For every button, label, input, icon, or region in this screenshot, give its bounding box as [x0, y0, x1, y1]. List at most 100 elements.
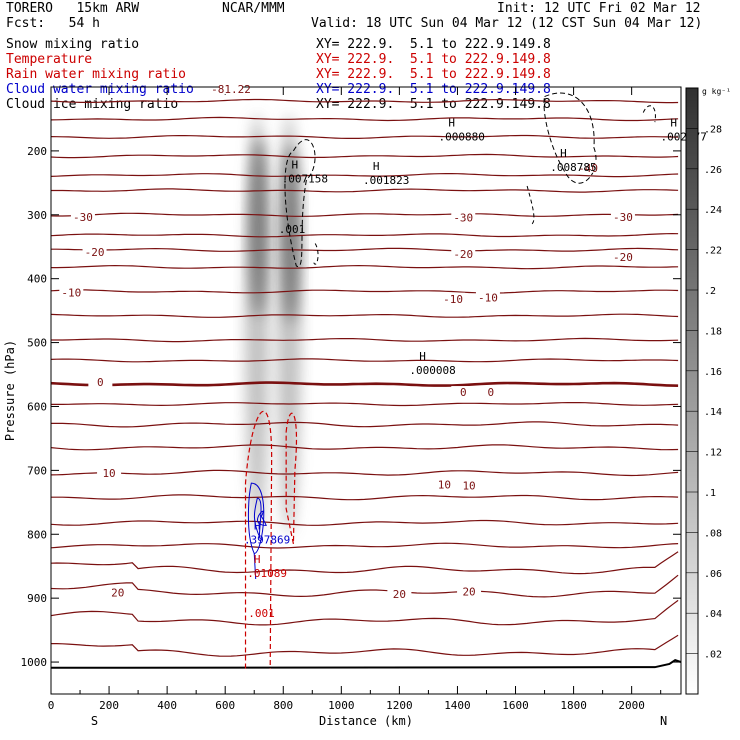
- isotherm: [51, 337, 679, 343]
- field-name: Snow mixing ratio: [6, 37, 140, 52]
- x-tick-label: 800: [273, 699, 293, 712]
- cloud-water-contour: [253, 497, 262, 539]
- isotherm-label-bg: [432, 478, 457, 490]
- maximum-value: .001823: [363, 174, 409, 187]
- colorbar-tick-label: .06: [704, 569, 722, 580]
- maximum-value: .397869: [244, 534, 290, 547]
- x-tick-label: 1000: [328, 699, 355, 712]
- x-tick-label: 1400: [444, 699, 471, 712]
- field-xy: XY= 222.9. 5.1 to 222.9.149.8: [316, 67, 551, 82]
- x-axis-label: Distance (km): [319, 714, 413, 728]
- isotherm-label: 10: [102, 467, 115, 480]
- isotherm-label-bg: [387, 587, 412, 599]
- y-tick-label: 700: [27, 464, 47, 477]
- isotherm-label: -20: [613, 251, 633, 264]
- isotherm: [51, 421, 679, 428]
- isotherm-label-bg: [451, 248, 476, 260]
- isotherm-label: -20: [85, 246, 105, 259]
- colorbar-tick-label: .18: [704, 326, 722, 337]
- isotherm-label-bg: [478, 386, 503, 398]
- isotherm: [51, 519, 679, 526]
- plot-frame: [50, 86, 682, 695]
- isotherm-label: -30: [453, 212, 473, 225]
- isotherm-label-bg: [88, 375, 113, 387]
- maximum-value: .000880: [438, 131, 484, 144]
- isotherm-label: 10: [462, 479, 475, 492]
- header-valid: Valid: 18 UTC Sun 04 Mar 12 (12 CST Sun …: [311, 16, 703, 31]
- maximum-marker: H: [560, 147, 567, 160]
- snow-shading: [249, 137, 268, 318]
- isotherm-label-bg: [97, 467, 122, 479]
- maximum-value: .01089: [247, 567, 287, 580]
- isotherm: [51, 542, 679, 549]
- contour-value-label: .001: [248, 607, 275, 620]
- isotherm: [51, 574, 679, 598]
- isotherm: [51, 313, 679, 318]
- rain-water-contour: [285, 412, 298, 544]
- isotherm-label: -40: [578, 162, 598, 175]
- isotherm-label: 20: [462, 585, 475, 598]
- isotherm: [51, 173, 679, 178]
- y-tick-label: 1000: [21, 656, 48, 669]
- field-xy: XY= 222.9. 5.1 to 222.9.149.8: [316, 52, 551, 67]
- isotherm-label-bg: [219, 83, 243, 95]
- isotherm-label-bg: [576, 161, 601, 173]
- isotherm-label: -10: [61, 286, 81, 299]
- cloud-ice-contour: [543, 92, 597, 184]
- maximum-marker: H: [254, 520, 261, 533]
- x-tick-label: 1200: [386, 699, 413, 712]
- y-tick-label: 400: [27, 273, 47, 286]
- maximum-marker: H: [448, 117, 455, 130]
- maximum-marker: H: [292, 159, 299, 172]
- y-tick-label: 600: [27, 400, 47, 413]
- isotherm: [51, 494, 679, 501]
- isotherm-label: 20: [111, 587, 124, 600]
- isotherm: [51, 358, 679, 363]
- maximum-value: .008785: [550, 161, 596, 174]
- maximum-value: .000008: [409, 364, 455, 377]
- isotherm: [51, 551, 679, 575]
- colorbar-tick-label: .22: [704, 246, 722, 257]
- header-init: Init: 12 UTC Fri 02 Mar 12: [497, 1, 701, 16]
- isotherm-label: -10: [478, 291, 498, 304]
- endpoint-north: N: [660, 714, 667, 728]
- colorbar-tick-label: .28: [704, 124, 722, 135]
- isotherm-label: -30: [73, 211, 93, 224]
- cloud-ice-contour: [526, 185, 535, 225]
- isotherm-label: 0: [488, 386, 495, 399]
- field-name: Rain water mixing ratio: [6, 67, 187, 82]
- isotherm: [51, 381, 679, 387]
- isotherm: [51, 634, 679, 657]
- isotherm-label-bg: [82, 246, 107, 258]
- cloud-ice-contour: [284, 139, 316, 267]
- cloud-ice-contour: [642, 105, 656, 123]
- snow-shading: [281, 143, 300, 324]
- isotherm: [51, 599, 679, 626]
- colorbar-tick-label: .26: [704, 165, 722, 176]
- header-forecast: Fcst: 54 h: [6, 16, 100, 31]
- y-tick-label: 900: [27, 592, 47, 605]
- endpoint-south: S: [91, 714, 98, 728]
- isotherm-label-bg: [451, 211, 476, 223]
- maximum-marker: H: [254, 553, 261, 566]
- colorbar-tick-label: .04: [704, 609, 722, 620]
- isotherm-label-bg: [610, 251, 635, 263]
- header-center: NCAR/MMM: [222, 1, 285, 16]
- isotherm-label-bg: [457, 585, 482, 597]
- isotherm-label: -10: [443, 293, 463, 306]
- colorbar-tick-label: .14: [704, 407, 722, 418]
- isotherm-label: 10: [438, 479, 451, 492]
- colorbar-tick-label: .08: [704, 528, 722, 539]
- x-tick-label: 600: [215, 699, 235, 712]
- colorbar-tick-label: .2: [704, 286, 716, 297]
- header-model: TORERO 15km ARW: [6, 1, 140, 16]
- isotherm: [51, 188, 679, 193]
- isotherm-label: -81.22: [211, 83, 251, 96]
- isotherm-label: 20: [393, 588, 406, 601]
- colorbar-unit: g kg⁻¹: [702, 87, 731, 96]
- colorbar-tick-label: .1: [704, 488, 716, 499]
- isotherm-label-bg: [59, 286, 84, 298]
- colorbar-tick-label: .12: [704, 448, 722, 459]
- isotherm-label-bg: [451, 386, 476, 398]
